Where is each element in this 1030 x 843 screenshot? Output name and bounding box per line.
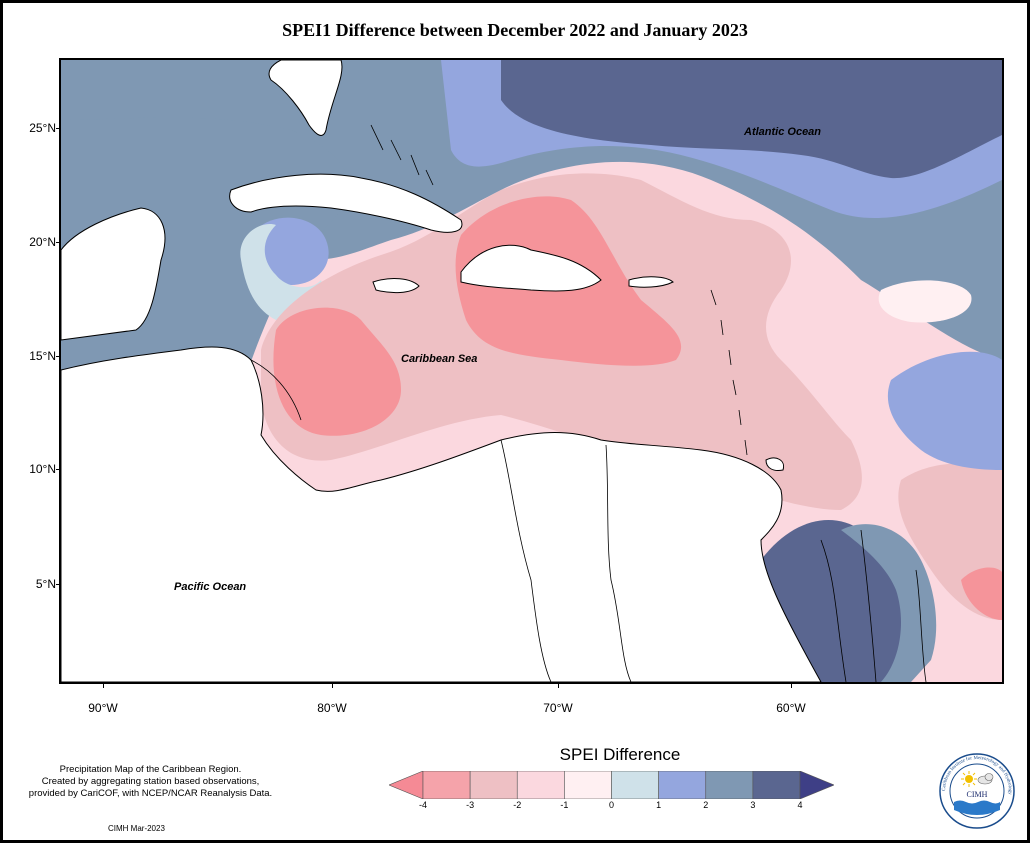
lat-tick-20: 20°N — [29, 235, 56, 249]
legend-label: 4 — [797, 800, 803, 810]
lon-tickmark — [332, 684, 333, 688]
note-line-3: provided by CariCOF, with NCEP/NCAR Rean… — [28, 788, 273, 799]
legend-cell — [752, 771, 801, 799]
legend-label: 2 — [703, 800, 709, 810]
lon-tickmark — [103, 684, 104, 688]
lon-tickmark — [791, 684, 792, 688]
legend-cell — [469, 771, 518, 799]
region-east-red-corner — [961, 567, 1002, 620]
lat-tickmark — [56, 584, 60, 585]
legend-cell — [705, 771, 754, 799]
region-white-east — [878, 280, 972, 323]
land-jamaica — [372, 278, 420, 294]
cimh-logo: CIMH Caribbean Institute for Meteorology… — [939, 753, 1015, 829]
lon-tickmark — [558, 684, 559, 688]
legend-label: 3 — [750, 800, 756, 810]
map-description: Precipitation Map of the Caribbean Regio… — [8, 764, 293, 800]
legend-cell-low — [389, 771, 424, 799]
cloud-icon — [977, 773, 994, 785]
caribbean-sea-label: Caribbean Sea — [401, 353, 477, 365]
atlantic-ocean-label: Atlantic Ocean — [743, 126, 821, 138]
lon-tick-90: 90°W — [88, 701, 118, 715]
region-atlantic-navy — [501, 60, 1002, 179]
region-atlantic-blue-east — [887, 351, 1002, 470]
land-florida — [268, 60, 343, 136]
legend-label: -4 — [418, 800, 427, 810]
lat-tick-15: 15°N — [29, 349, 56, 363]
land-trinidad — [765, 457, 785, 471]
lon-tick-60: 60°W — [776, 701, 806, 715]
region-guianas-greyblue — [841, 524, 937, 682]
land-puerto-rico — [628, 276, 674, 288]
region-caribbean-red-west — [273, 307, 401, 436]
pacific-ocean-label: Pacific Ocean — [174, 581, 246, 593]
wave-icon — [954, 800, 1000, 815]
note-line-2: Created by aggregating station based obs… — [41, 776, 260, 787]
lat-tick-25: 25°N — [29, 121, 56, 135]
land-central-south-america — [61, 346, 822, 682]
legend-cell — [564, 771, 612, 799]
legend-cell-high — [799, 771, 834, 799]
lon-tick-80: 80°W — [317, 701, 347, 715]
lat-tick-5: 5°N — [35, 577, 56, 591]
credit-text: CIMH Mar-2023 — [108, 824, 165, 833]
small-islands — [370, 124, 748, 456]
sun-icon — [961, 771, 977, 787]
logo-text: CIMH — [967, 790, 988, 799]
land-layer — [61, 60, 822, 682]
lat-tick-10: 10°N — [29, 462, 56, 476]
legend-cell — [422, 771, 471, 799]
spei-map: Atlantic Ocean Caribbean Sea Pacific Oce… — [59, 58, 1004, 684]
legend-cell — [658, 771, 707, 799]
legend-colorbar — [389, 771, 834, 799]
legend-label: 1 — [656, 800, 662, 810]
legend-label: -3 — [466, 800, 475, 810]
country-borders — [250, 359, 927, 682]
legend-label: -1 — [560, 800, 569, 810]
legend-label: -2 — [513, 800, 522, 810]
map-title: SPEI1 Difference between December 2022 a… — [282, 20, 748, 40]
legend-label: 0 — [608, 800, 614, 810]
lat-tickmark — [56, 242, 60, 243]
lon-tick-70: 70°W — [543, 701, 573, 715]
lat-tickmark — [56, 356, 60, 357]
legend-cell — [611, 771, 659, 799]
land-cuba — [229, 173, 463, 233]
lat-tickmark — [56, 128, 60, 129]
legend-title: SPEI Difference — [559, 745, 681, 764]
lat-tickmark — [56, 469, 60, 470]
land-hispaniola — [460, 244, 602, 292]
note-line-1: Precipitation Map of the Caribbean Regio… — [59, 764, 242, 775]
land-yucatan — [61, 207, 166, 341]
legend-cell — [516, 771, 565, 799]
region-cuba-blue — [253, 217, 329, 285]
